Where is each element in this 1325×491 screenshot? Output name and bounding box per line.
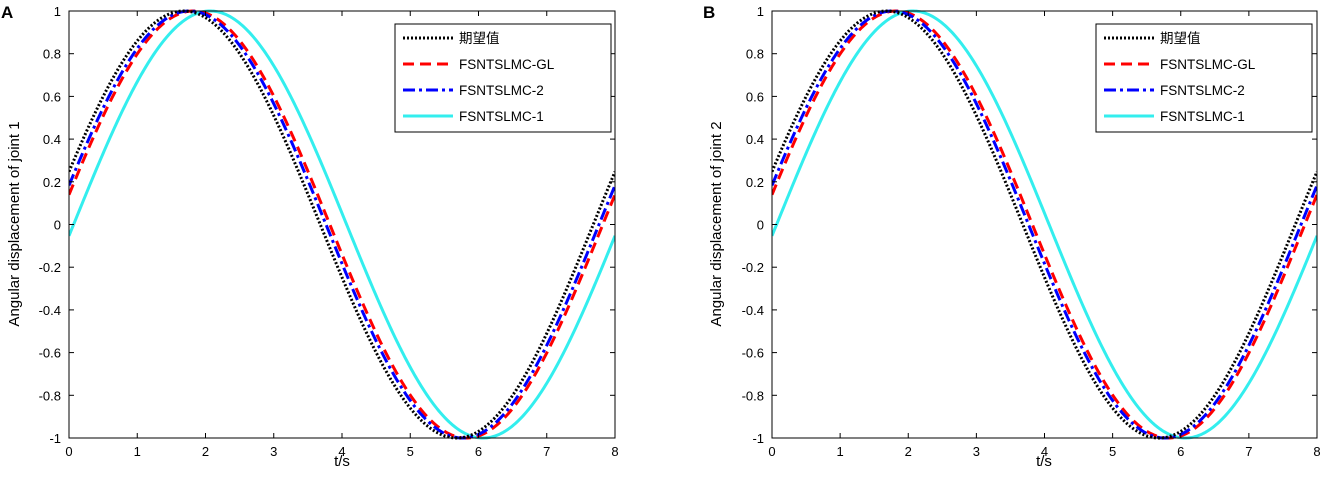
- y-tick-label: 0.8: [43, 47, 61, 62]
- x-tick-label: 3: [973, 444, 980, 459]
- legend-label: FSNTSLMC-2: [459, 83, 544, 98]
- legend-label: 期望值: [459, 31, 500, 46]
- y-tick-label: 0.6: [746, 89, 764, 104]
- legend-box: [394, 23, 612, 133]
- y-tick-label: 0.8: [746, 47, 764, 62]
- y-tick-label: -0.6: [742, 346, 764, 361]
- panel-b: B 0 1 2 3 4 5 6 7 8 1 0.8 0.6 0.4 0.2 0 -0.2 -0.4 -0.6 -0.…: [703, 3, 1321, 470]
- y-axis-title: Angular displacement of joint 2: [708, 121, 725, 326]
- y-tick-label: 0: [54, 218, 61, 233]
- y-tick-label: -0.8: [39, 388, 61, 403]
- x-tick-label: 7: [1245, 444, 1252, 459]
- y-tick-label: 0.2: [43, 175, 61, 190]
- x-tick-label: 6: [475, 444, 482, 459]
- legend-label: FSNTSLMC-1: [459, 109, 544, 124]
- series-line-fsntslmc-1: [69, 9, 615, 440]
- legend-label: FSNTSLMC-GL: [1160, 57, 1256, 72]
- series-line-desired: [772, 9, 1317, 440]
- panel-letter: B: [703, 3, 715, 22]
- y-tick-label: -0.4: [39, 303, 61, 318]
- legend-label: 期望值: [1160, 31, 1201, 46]
- x-tick-label: 0: [768, 444, 775, 459]
- tick-layer: 0 1 2 3 4 5 6 7 8 1 0.8 0.6 0.4 0.2 0 -0.2 -0.4 -0.6 -0.8 -…: [39, 4, 619, 459]
- series-line-fsntslmc-2: [69, 9, 615, 440]
- series-layer: [772, 9, 1317, 440]
- y-tick-label: -0.2: [39, 260, 61, 275]
- panel-a: A 0 1 2 3 4 5 6 7 8 1 0.8 0.6 0.4 0.2 0 -0.2 -0.4 -0.6 -0.…: [1, 3, 619, 470]
- x-tick-label: 7: [543, 444, 550, 459]
- y-tick-label: 0.6: [43, 89, 61, 104]
- y-tick-label: 1: [757, 4, 764, 19]
- x-tick-label: 0: [65, 444, 72, 459]
- y-axis-title: Angular displacement of joint 1: [6, 121, 23, 326]
- x-tick-label: 8: [611, 444, 618, 459]
- series-line-fsntslmc-gl: [69, 9, 615, 440]
- y-tick-label: 0.4: [746, 132, 764, 147]
- series-line-fsntslmc-1: [772, 9, 1317, 440]
- x-tick-label: 4: [338, 444, 345, 459]
- series-line-fsntslmc-2: [772, 9, 1317, 440]
- legend: 期望值 FSNTSLMC-GL FSNTSLMC-2 FSNTSLMC-1: [1095, 23, 1313, 133]
- y-tick-label: -0.6: [39, 346, 61, 361]
- panel-letter: A: [1, 3, 13, 22]
- y-tick-label: -1: [752, 431, 764, 446]
- legend-label: FSNTSLMC-GL: [459, 57, 555, 72]
- y-tick-label: -0.4: [742, 303, 764, 318]
- y-tick-label: -1: [49, 431, 61, 446]
- legend-box: [1095, 23, 1313, 133]
- x-tick-label: 3: [270, 444, 277, 459]
- y-tick-label: -0.8: [742, 388, 764, 403]
- x-axis-title: t/s: [334, 453, 350, 470]
- series-layer: [69, 9, 615, 440]
- x-tick-label: 1: [837, 444, 844, 459]
- y-tick-label: -0.2: [742, 260, 764, 275]
- x-tick-label: 8: [1313, 444, 1320, 459]
- y-tick-label: 0.4: [43, 132, 61, 147]
- x-tick-label: 2: [905, 444, 912, 459]
- legend-label: FSNTSLMC-1: [1160, 109, 1245, 124]
- legend-label: FSNTSLMC-2: [1160, 83, 1245, 98]
- series-line-fsntslmc-gl: [772, 9, 1317, 440]
- x-tick-label: 1: [134, 444, 141, 459]
- y-tick-label: 0: [757, 218, 764, 233]
- y-tick-label: 0.2: [746, 175, 764, 190]
- y-tick-label: 1: [54, 4, 61, 19]
- x-tick-label: 2: [202, 444, 209, 459]
- x-tick-label: 6: [1177, 444, 1184, 459]
- x-tick-label: 5: [407, 444, 414, 459]
- tick-layer: 0 1 2 3 4 5 6 7 8 1 0.8 0.6 0.4 0.2 0 -0.2 -0.4 -0.6 -0.8 -…: [742, 4, 1321, 459]
- x-tick-label: 4: [1041, 444, 1048, 459]
- legend: 期望值 FSNTSLMC-GL FSNTSLMC-2 FSNTSLMC-1: [394, 23, 612, 133]
- series-line-desired: [69, 9, 615, 440]
- x-tick-label: 5: [1109, 444, 1116, 459]
- x-axis-title: t/s: [1036, 453, 1052, 470]
